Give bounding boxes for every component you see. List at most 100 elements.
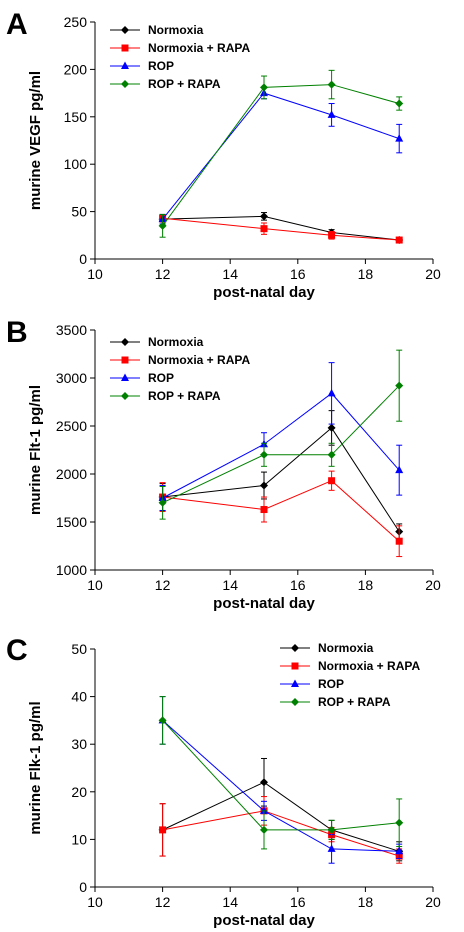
panel-letter: C xyxy=(6,634,28,667)
data-point xyxy=(327,825,336,834)
legend: Normoxia Normoxia + RAPA ROP ROP + RAPA xyxy=(280,641,420,709)
legend-marker xyxy=(121,356,129,364)
legend-marker xyxy=(291,679,299,687)
series-normoxia-rapa xyxy=(159,213,403,244)
x-tick-label: 20 xyxy=(425,266,441,282)
x-tick-label: 14 xyxy=(222,894,238,910)
y-axis-title: murine Flt-1 pg/ml xyxy=(27,385,44,515)
data-point xyxy=(328,477,336,485)
data-point xyxy=(327,844,336,852)
series-rop-rapa xyxy=(158,696,404,850)
series-rop-rapa xyxy=(158,349,404,520)
legend-marker xyxy=(121,61,129,69)
legend-label: Normoxia + RAPA xyxy=(148,353,250,367)
series-rop xyxy=(158,86,404,225)
y-tick-label: 40 xyxy=(71,689,87,705)
data-point xyxy=(395,465,404,474)
data-point xyxy=(158,498,167,507)
y-tick-label: 0 xyxy=(79,251,87,267)
series-line xyxy=(162,480,400,542)
series-line xyxy=(162,92,400,220)
series-line xyxy=(162,720,400,852)
legend-label: Normoxia + RAPA xyxy=(148,41,250,55)
series-line xyxy=(162,215,400,241)
legend-marker xyxy=(121,80,129,88)
y-tick-label: 2500 xyxy=(56,418,87,434)
y-tick-label: 50 xyxy=(71,641,87,657)
legend-label: ROP + RAPA xyxy=(318,695,391,709)
legend: Normoxia Normoxia + RAPA ROP ROP + RAPA xyxy=(110,335,250,403)
x-tick-label: 16 xyxy=(290,577,306,593)
y-tick-label: 3500 xyxy=(56,322,87,338)
y-tick-label: 1000 xyxy=(56,562,87,578)
data-point xyxy=(327,388,336,397)
data-point xyxy=(395,134,404,142)
data-point xyxy=(395,818,404,827)
legend-label: ROP + RAPA xyxy=(148,77,221,91)
series-normoxia-rapa xyxy=(159,470,403,558)
x-tick-label: 20 xyxy=(425,894,441,910)
x-axis-title: post-natal day xyxy=(213,284,315,301)
legend-label: ROP xyxy=(148,59,174,73)
legend: Normoxia Normoxia + RAPA ROP ROP + RAPA xyxy=(110,23,250,91)
data-point xyxy=(395,381,404,390)
x-tick-label: 10 xyxy=(87,577,103,593)
panel-letter: A xyxy=(6,8,28,41)
data-point xyxy=(328,231,336,239)
y-axis-title: murine Flk-1 pg/ml xyxy=(27,701,44,834)
series-line xyxy=(162,84,400,227)
panel-letter: B xyxy=(6,316,28,349)
series-line xyxy=(162,781,400,852)
data-point xyxy=(395,846,404,855)
legend-marker xyxy=(121,26,129,34)
x-tick-label: 20 xyxy=(425,577,441,593)
series-line xyxy=(162,810,400,857)
y-tick-label: 100 xyxy=(64,156,88,172)
x-tick-label: 10 xyxy=(87,266,103,282)
legend-marker xyxy=(291,644,299,652)
legend-marker xyxy=(121,373,129,381)
series-line xyxy=(162,217,400,241)
legend-label: ROP xyxy=(318,677,344,691)
x-tick-label: 12 xyxy=(155,577,171,593)
series-line xyxy=(162,720,400,831)
y-tick-label: 1500 xyxy=(56,514,87,530)
legend-label: Normoxia xyxy=(148,23,204,37)
data-point xyxy=(260,450,268,459)
x-tick-label: 12 xyxy=(155,894,171,910)
data-point xyxy=(395,236,403,244)
y-tick-label: 10 xyxy=(71,831,87,847)
legend-marker xyxy=(291,698,299,706)
series-rop xyxy=(158,696,404,864)
data-point xyxy=(260,806,268,814)
series-line xyxy=(162,427,400,532)
data-point xyxy=(327,80,336,89)
y-axis-title: murine VEGF pg/ml xyxy=(27,71,44,210)
series-line xyxy=(162,385,400,504)
y-tick-label: 3000 xyxy=(56,370,87,386)
data-point xyxy=(158,716,167,725)
series-normoxia xyxy=(158,410,404,540)
data-point xyxy=(260,825,268,834)
data-point xyxy=(260,83,268,92)
x-tick-label: 18 xyxy=(358,894,374,910)
legend-marker xyxy=(121,338,129,346)
data-point xyxy=(158,221,167,230)
y-tick-label: 20 xyxy=(71,784,87,800)
data-point xyxy=(159,826,167,834)
series-rop xyxy=(158,362,404,511)
y-tick-label: 250 xyxy=(64,14,88,30)
data-point xyxy=(260,778,268,787)
x-tick-label: 10 xyxy=(87,894,103,910)
panel-B: B 1000 1500 2000 2500 3000 3500 10 12 14 16 18 20 pos… xyxy=(6,316,441,612)
panel-A: A 0 50 100 150 200 250 10 12 14 16 18 20 post-natal d… xyxy=(6,8,441,301)
data-point xyxy=(260,481,268,490)
legend-label: Normoxia + RAPA xyxy=(318,659,420,673)
legend-label: Normoxia xyxy=(318,641,374,655)
legend-marker xyxy=(291,662,299,670)
legend-marker xyxy=(121,44,129,52)
y-tick-label: 30 xyxy=(71,736,87,752)
y-tick-label: 2000 xyxy=(56,466,87,482)
x-tick-label: 12 xyxy=(155,266,171,282)
